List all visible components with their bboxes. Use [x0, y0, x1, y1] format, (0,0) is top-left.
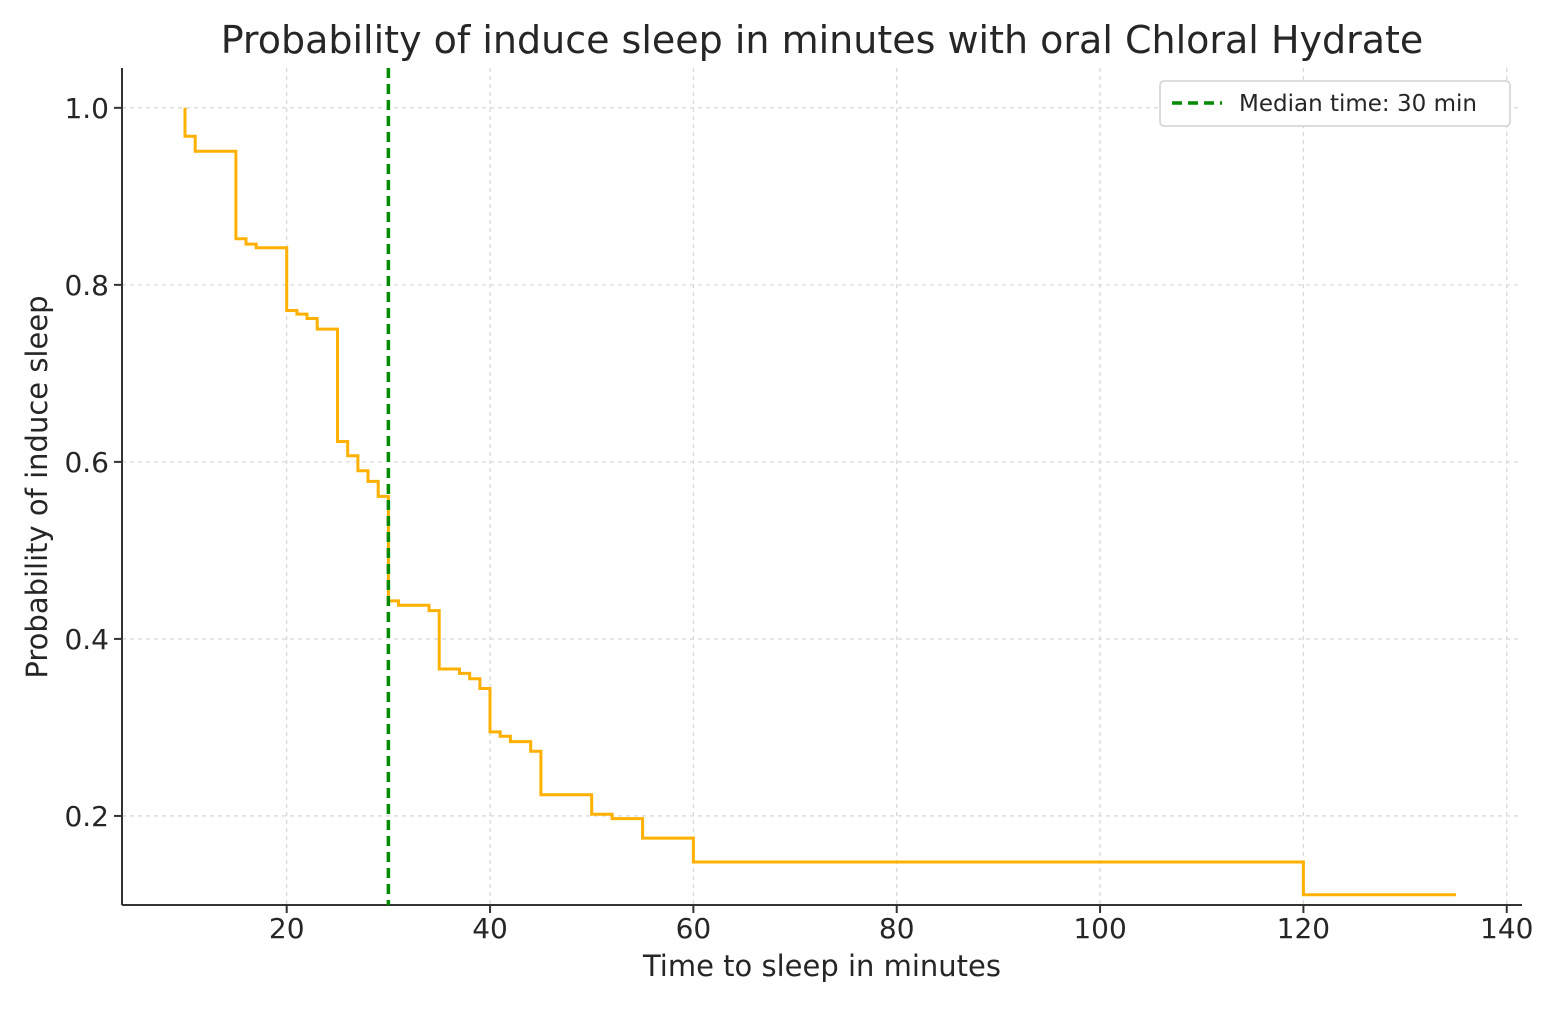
chart-title: Probability of induce sleep in minutes w…	[221, 18, 1424, 62]
legend-entry-median: Median time: 30 min	[1239, 91, 1477, 117]
y-tick-label: 0.6	[64, 446, 109, 479]
x-tick-label: 80	[879, 912, 915, 945]
x-tick-label: 120	[1277, 912, 1330, 945]
y-tick-label: 0.8	[64, 269, 109, 302]
y-axis-label: Probability of induce sleep	[20, 295, 54, 678]
x-axis-ticks: 20 40 60 80 100 120 140	[269, 905, 1533, 945]
legend: Median time: 30 min	[1159, 80, 1511, 127]
y-tick-label: 0.4	[64, 623, 109, 656]
x-tick-label: 100	[1073, 912, 1126, 945]
plot-area-frame	[122, 68, 1522, 905]
survival-step-line	[183, 107, 1456, 897]
series-layer	[183, 107, 1456, 897]
gridlines	[122, 68, 1522, 905]
x-tick-label: 40	[472, 912, 508, 945]
x-axis-label: Time to sleep in minutes	[642, 949, 1001, 983]
y-tick-label: 0.2	[64, 800, 109, 833]
x-tick-label: 20	[269, 912, 305, 945]
legend-box	[1159, 80, 1511, 127]
y-tick-label: 1.0	[64, 92, 109, 125]
x-tick-label: 140	[1480, 912, 1533, 945]
y-axis-ticks: 0.2 0.4 0.6 0.8 1.0	[64, 92, 122, 833]
x-tick-label: 60	[676, 912, 712, 945]
